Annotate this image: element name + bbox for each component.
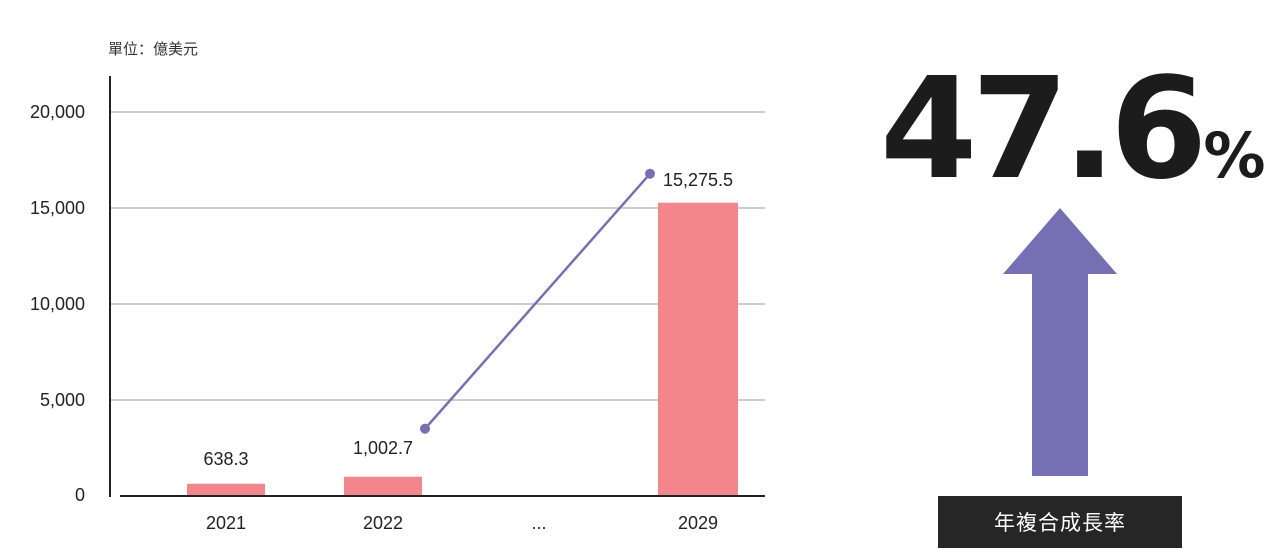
cagr-unit: % — [1203, 119, 1266, 192]
bar-chart: 0 5,000 10,000 15,000 20,000 2021 2022... 2029 6… — [30, 76, 765, 533]
y-tick-label: 20,000 — [30, 102, 85, 122]
data-label: 15,275.5 — [663, 170, 733, 190]
growth-arrow-shape — [1003, 208, 1117, 476]
y-tick-label: 0 — [75, 485, 85, 505]
cagr-value: 47.6% — [880, 60, 1266, 200]
cagr-caption: 年複合成長率 — [938, 496, 1182, 548]
y-tick-label: 10,000 — [30, 294, 85, 314]
growth-arrow-icon — [1003, 208, 1117, 476]
x-tick-label: 2021 — [206, 513, 246, 533]
bar-2022 — [344, 476, 422, 496]
x-tick-label: ... — [531, 513, 546, 533]
trend-point — [420, 423, 430, 434]
y-tick-label: 5,000 — [40, 390, 85, 410]
y-tick-label: 15,000 — [30, 198, 85, 218]
cagr-number: 47.6 — [880, 48, 1207, 211]
trend-point — [645, 168, 655, 179]
data-label: 1,002.7 — [353, 438, 413, 458]
unit-label: 單位：億美元 — [108, 40, 199, 58]
trend-line — [424, 172, 651, 430]
bar-2021 — [187, 483, 265, 496]
x-tick-label: 2022 — [363, 513, 403, 533]
x-tick-label: 2029 — [678, 513, 718, 533]
data-label: 638.3 — [203, 449, 248, 469]
bar-2029 — [658, 202, 738, 497]
